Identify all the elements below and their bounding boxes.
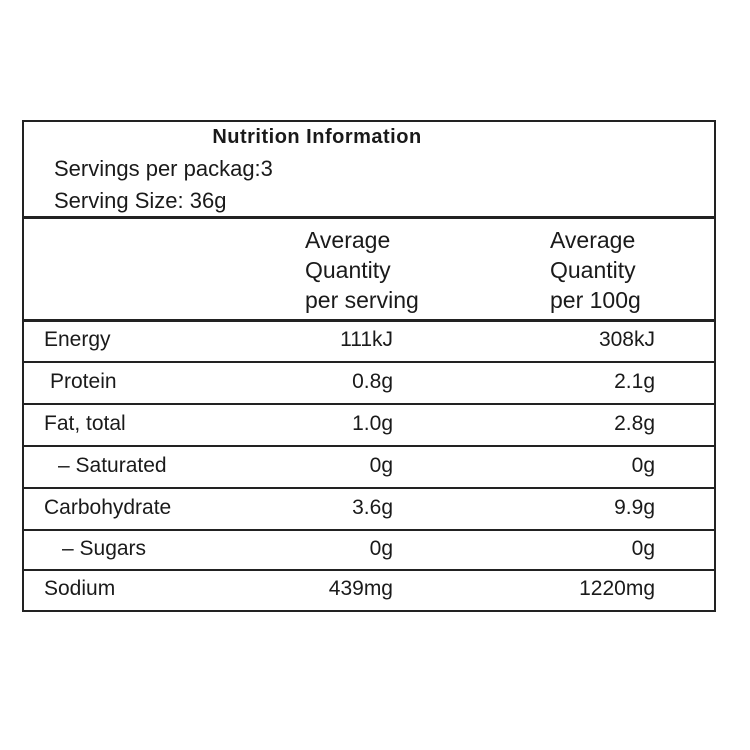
value-per-100g: 9.9g — [614, 496, 655, 519]
label-border — [22, 120, 716, 612]
row-divider — [22, 487, 716, 489]
column-header-line: Average — [550, 227, 636, 253]
row-divider — [22, 569, 716, 571]
value-per-serving: 0g — [369, 537, 393, 560]
value-per-100g: 0g — [631, 454, 655, 477]
row-divider — [22, 529, 716, 531]
row-label: Sodium — [44, 577, 116, 600]
value-per-serving: 111kJ — [340, 328, 393, 351]
row-label: Carbohydrate — [44, 496, 172, 519]
row-divider — [22, 319, 716, 322]
value-per-100g: 308kJ — [598, 328, 655, 351]
row-label: – Saturated — [58, 454, 167, 477]
label-title: Nutrition Information — [212, 126, 422, 148]
row-divider — [22, 361, 716, 363]
value-per-serving: 439mg — [328, 577, 393, 600]
row-label: – Sugars — [62, 537, 147, 560]
value-per-100g: 1220mg — [579, 577, 655, 600]
value-per-serving: 1.0g — [352, 412, 393, 435]
servings: Servings per packag:3 — [54, 156, 273, 181]
row-label: Energy — [44, 328, 111, 351]
column-header-line: Quantity — [550, 257, 636, 283]
row-label: Fat, total — [44, 412, 126, 435]
row-divider — [22, 445, 716, 447]
divider — [22, 216, 716, 219]
column-header: Average Quantity per serving — [305, 225, 419, 315]
value-per-serving: 3.6g — [352, 496, 393, 519]
row-divider — [22, 403, 716, 405]
column-header-line: per 100g — [550, 287, 641, 313]
value-per-100g: 0g — [631, 537, 655, 560]
column-header-line: Quantity — [305, 257, 391, 283]
value-per-serving: 0.8g — [352, 370, 393, 393]
value-per-100g: 2.1g — [614, 370, 655, 393]
value-per-serving: 0g — [369, 454, 393, 477]
serving-size: Serving Size: 36g — [54, 188, 227, 213]
row-label: Protein — [50, 370, 117, 393]
value-per-100g: 2.8g — [614, 412, 655, 435]
column-header: Average Quantity per 100g — [550, 225, 641, 315]
column-header-line: per serving — [305, 287, 419, 313]
column-header-line: Average — [305, 227, 391, 253]
